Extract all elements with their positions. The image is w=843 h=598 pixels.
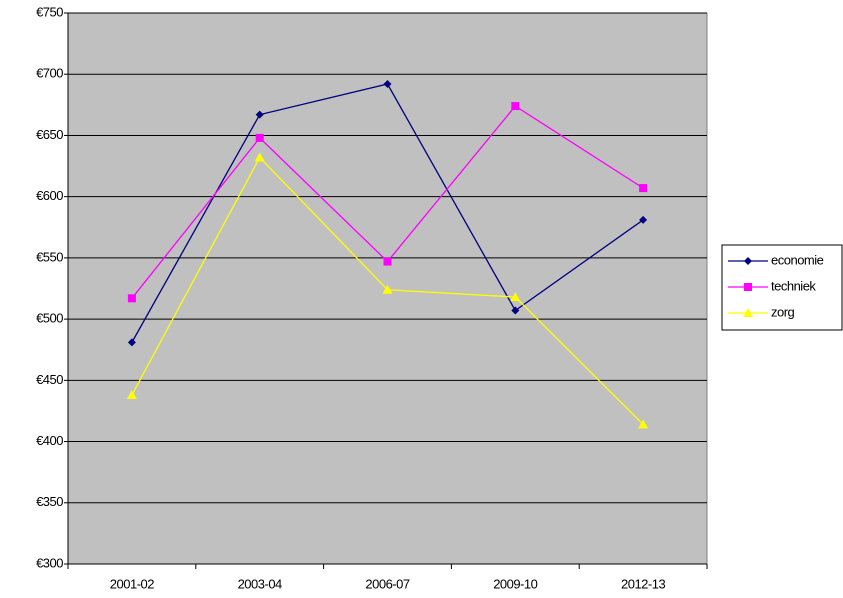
- marker: [511, 306, 520, 315]
- marker: [255, 110, 264, 119]
- x-tick-label: 2003-04: [238, 576, 282, 591]
- marker: [383, 80, 392, 89]
- legend-label: techniek: [771, 278, 816, 293]
- y-tick-label: €300: [36, 555, 63, 570]
- marker: [639, 184, 648, 193]
- y-tick-label: €400: [36, 433, 63, 448]
- x-tick-label: 2006-07: [365, 576, 409, 591]
- marker: [382, 284, 393, 294]
- marker: [383, 257, 392, 266]
- marker: [255, 133, 264, 142]
- y-tick-label: €500: [36, 311, 63, 326]
- legend-label: zorg: [771, 304, 795, 319]
- legend-label: economie: [771, 252, 824, 267]
- y-tick-label: €350: [36, 494, 63, 509]
- legend-marker: [744, 257, 752, 265]
- marker: [254, 152, 265, 162]
- x-tick-label: 2001-02: [110, 576, 154, 591]
- marker: [638, 419, 649, 429]
- y-tick-label: €750: [36, 4, 63, 19]
- marker: [639, 215, 648, 224]
- y-tick-label: €550: [36, 249, 63, 264]
- y-tick-label: €650: [36, 127, 63, 142]
- legend-marker: [744, 283, 752, 291]
- x-tick-label: 2012-13: [621, 576, 665, 591]
- y-tick-label: €700: [36, 66, 63, 81]
- legend-marker: [743, 308, 753, 317]
- marker: [511, 102, 520, 111]
- y-tick-label: €450: [36, 372, 63, 387]
- marker: [127, 338, 136, 347]
- marker: [127, 294, 136, 303]
- y-tick-label: €600: [36, 188, 63, 203]
- marker: [126, 390, 137, 400]
- marker: [510, 292, 521, 302]
- x-tick-label: 2009-10: [493, 576, 537, 591]
